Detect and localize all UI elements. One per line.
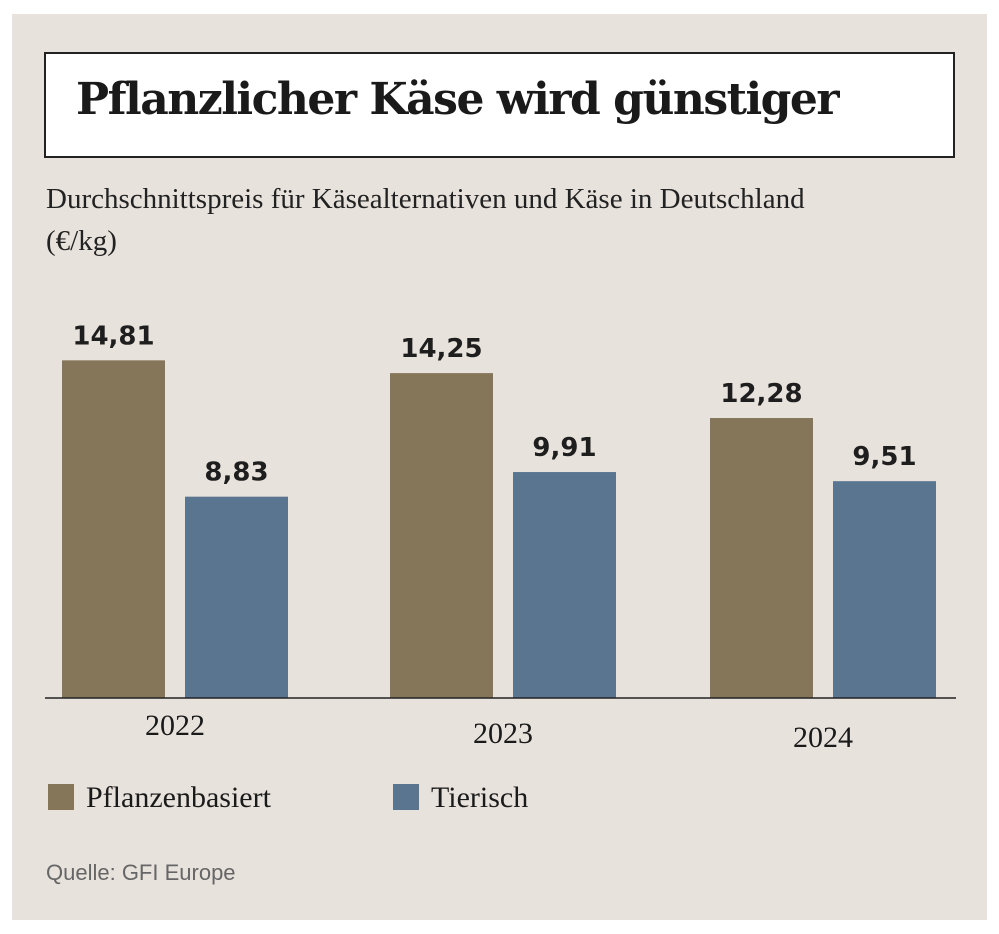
data-label: 8,83 [204, 458, 268, 488]
data-label: 12,28 [720, 379, 802, 409]
chart-subtitle: Durchschnittspreis für Käsealternativen … [46, 183, 805, 257]
legend-label: Pflanzenbasiert [86, 781, 272, 814]
data-label: 14,25 [400, 334, 482, 364]
bar-tierisch-2022 [185, 496, 288, 698]
data-label: 14,81 [72, 321, 154, 351]
legend-label: Tierisch [431, 781, 528, 814]
bar-pflanzenbasiert-2022 [62, 360, 165, 698]
data-label: 9,51 [852, 442, 916, 472]
x-tick-label: 2023 [473, 717, 533, 750]
chart-panel [12, 14, 987, 920]
x-tick-label: 2022 [145, 709, 205, 742]
bar-tierisch-2024 [833, 481, 936, 698]
bar-pflanzenbasiert-2023 [390, 373, 493, 698]
bar-tierisch-2023 [513, 472, 616, 698]
title-box: Pflanzlicher Käse wird günstiger [44, 52, 955, 158]
legend-swatch [393, 784, 419, 810]
source-note: Quelle: GFI Europe [46, 860, 236, 885]
legend-swatch [48, 784, 74, 810]
chart-title: Pflanzlicher Käse wird günstiger [76, 74, 840, 125]
data-label: 9,91 [532, 433, 596, 463]
bar-pflanzenbasiert-2024 [710, 418, 813, 698]
x-tick-label: 2024 [793, 721, 853, 754]
